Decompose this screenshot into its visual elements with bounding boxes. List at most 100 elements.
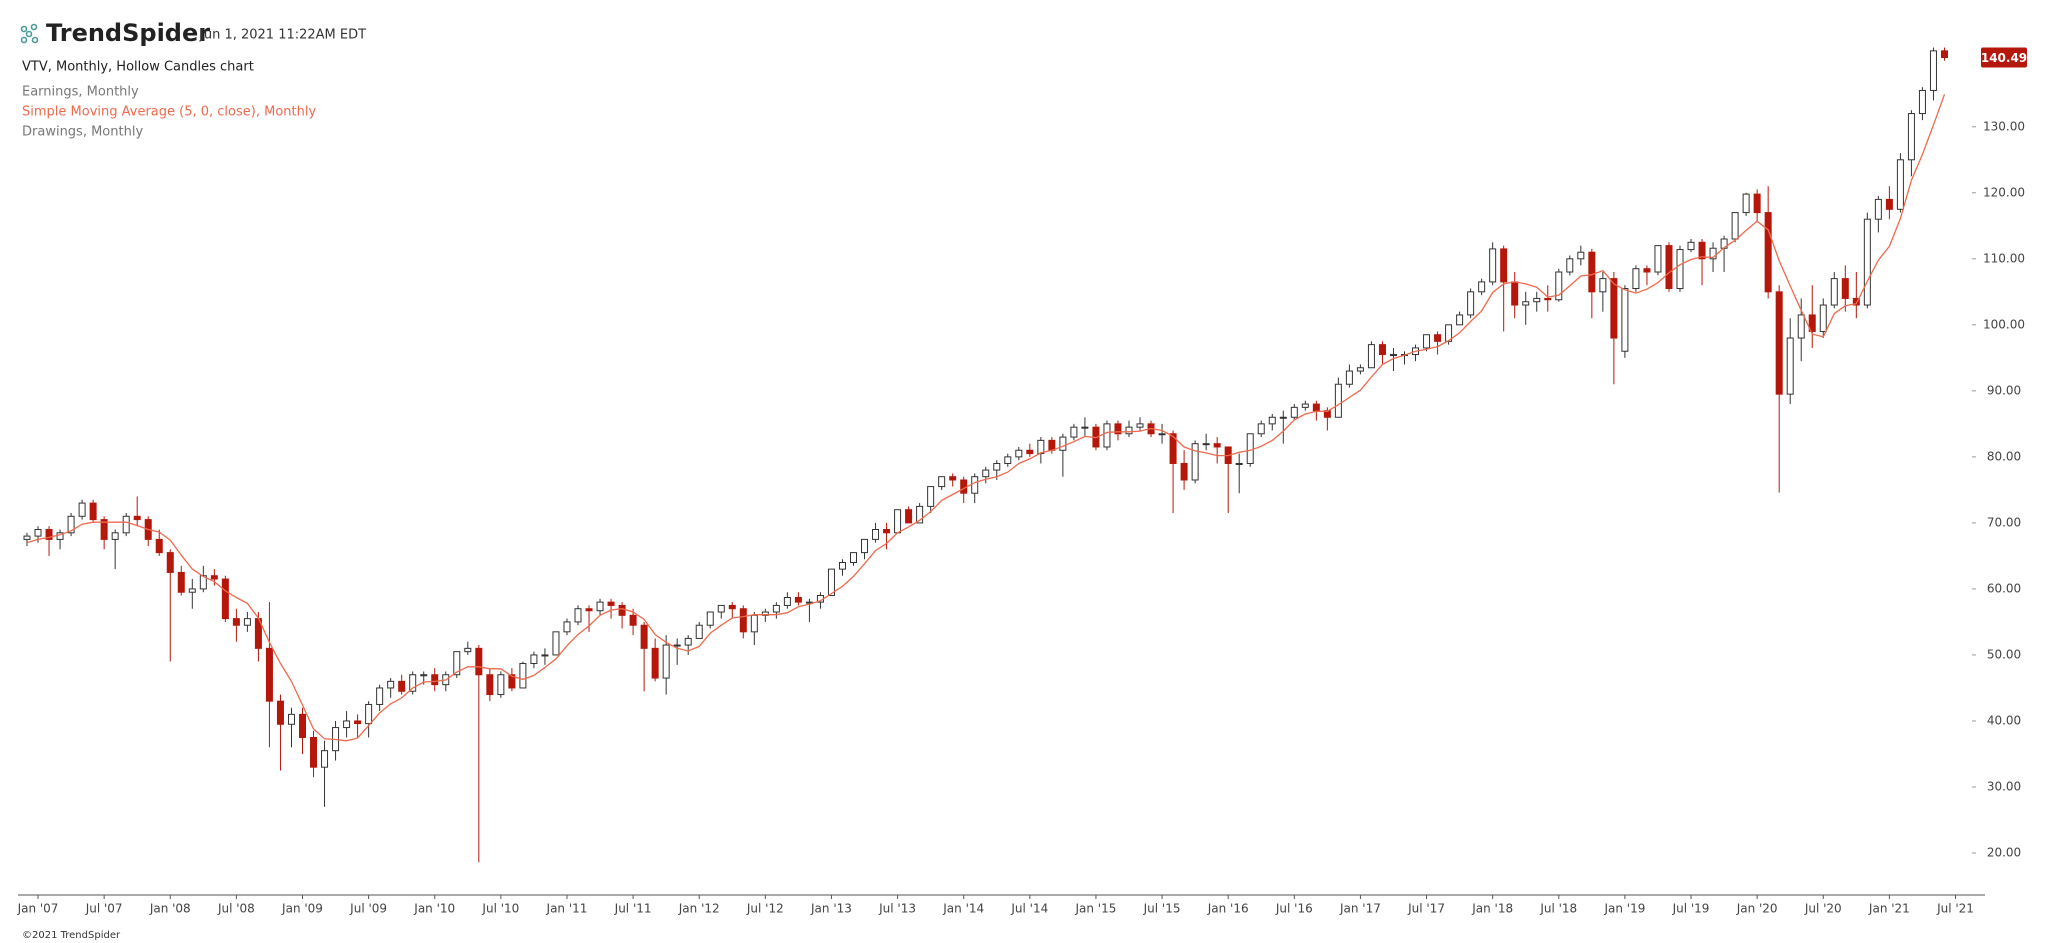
candle-body (838, 562, 846, 570)
candle-body (1654, 245, 1662, 273)
candle-body (1676, 249, 1684, 290)
candle-body (78, 502, 86, 517)
candle-body (122, 515, 130, 534)
candle-body (772, 604, 780, 613)
candle-body (894, 509, 902, 534)
candle-body (1103, 423, 1111, 448)
candle-body (618, 604, 626, 616)
candle-body (739, 608, 747, 633)
candle-body (111, 532, 119, 540)
x-tick-label: Jan '21 (1868, 902, 1910, 916)
x-tick-label: Jul '09 (349, 902, 387, 916)
candle-body (321, 750, 329, 768)
candle-body (1808, 314, 1816, 332)
candle-body (1356, 367, 1364, 372)
candle-body (287, 713, 295, 725)
candle-body (883, 528, 891, 534)
candle-body (1621, 288, 1629, 352)
brand: TrendSpider (46, 19, 210, 47)
candle-body (1169, 433, 1177, 464)
candle-body (684, 637, 692, 646)
y-tick-label: 20.00 (1987, 846, 2021, 860)
candle-body (1907, 113, 1915, 161)
candle-body (354, 720, 362, 725)
x-tick-label: Jul '19 (1672, 902, 1710, 916)
y-tick-label: 120.00 (1983, 185, 2025, 199)
candle-body (100, 519, 108, 540)
candle-body (1775, 291, 1783, 395)
candle-body (1125, 426, 1133, 435)
legend-entry: Earnings, Monthly (22, 85, 139, 100)
candle-body (221, 578, 229, 620)
y-tick-label: 60.00 (1987, 581, 2021, 595)
candle-body (89, 502, 97, 521)
candle-body (662, 644, 670, 679)
x-tick-label: Jul '07 (85, 902, 123, 916)
candle-body (1555, 271, 1563, 301)
x-tick-label: Jan '07 (17, 902, 59, 916)
x-tick-label: Jul '08 (217, 902, 255, 916)
candle-body (783, 597, 791, 606)
candle-body (607, 601, 615, 606)
logo-icon (20, 23, 39, 44)
candle-body (1852, 297, 1860, 306)
timestamp: Jun 1, 2021 11:22AM EDT (199, 28, 366, 43)
candle-body (1610, 278, 1618, 339)
candle-body (210, 575, 218, 580)
candle-body (1786, 337, 1794, 395)
candle-body (365, 703, 373, 725)
y-tick-label: 40.00 (1987, 713, 2021, 727)
candle-body (1456, 314, 1464, 326)
candle-body (299, 713, 306, 738)
candle-body (453, 651, 461, 676)
x-tick-label: Jan '12 (678, 902, 720, 916)
candle-body (1037, 439, 1045, 455)
x-tick-label: Jan '16 (1207, 902, 1249, 916)
x-tick-label: Jan '08 (149, 902, 191, 916)
x-tick-label: Jul '10 (481, 902, 519, 916)
candle-body (1213, 443, 1221, 448)
candle-body (343, 720, 351, 729)
candle-body (1500, 248, 1508, 283)
candle-body (971, 476, 979, 494)
x-tick-label: Jan '17 (1339, 902, 1381, 916)
candle-body (1544, 297, 1552, 301)
candle-body (1136, 423, 1144, 428)
candle-body (1665, 245, 1673, 290)
x-tick-label: Jan '19 (1603, 902, 1645, 916)
candle-body (376, 687, 384, 705)
x-tick-label: Jul '14 (1010, 902, 1048, 916)
candle-body (1764, 212, 1772, 293)
candle-body (861, 538, 869, 554)
candle-body (1797, 314, 1805, 339)
candle-body (673, 644, 681, 647)
candle-body (1588, 251, 1596, 293)
candle-body (1059, 436, 1067, 451)
x-tick-label: Jan '18 (1471, 902, 1513, 916)
candle-body (1367, 344, 1375, 369)
candle-body (1004, 456, 1012, 464)
candle-body (1334, 383, 1342, 418)
candle-body (1940, 50, 1948, 59)
candle-body (1511, 281, 1519, 306)
y-tick-label: 80.00 (1987, 449, 2021, 463)
legend-entry: Simple Moving Average (5, 0, close), Mon… (22, 105, 316, 120)
candle-body (34, 528, 42, 537)
candle-body (519, 663, 527, 689)
candle-body (1345, 370, 1353, 385)
candle-body (1863, 218, 1871, 306)
candle-body (1434, 334, 1442, 342)
x-tick-label: Jan '10 (413, 902, 455, 916)
candle-body (232, 618, 240, 626)
candle-body (1896, 159, 1904, 210)
candle-body (1312, 403, 1320, 412)
x-tick-label: Jan '13 (810, 902, 852, 916)
candle-body (1885, 198, 1893, 210)
candle-body (1599, 278, 1607, 293)
candle-body (1015, 449, 1023, 458)
x-tick-label: Jul '13 (878, 902, 916, 916)
candle-body (1180, 462, 1188, 481)
x-tick-label: Jan '11 (546, 902, 588, 916)
candle-body (497, 674, 505, 696)
candle-body (850, 552, 857, 564)
